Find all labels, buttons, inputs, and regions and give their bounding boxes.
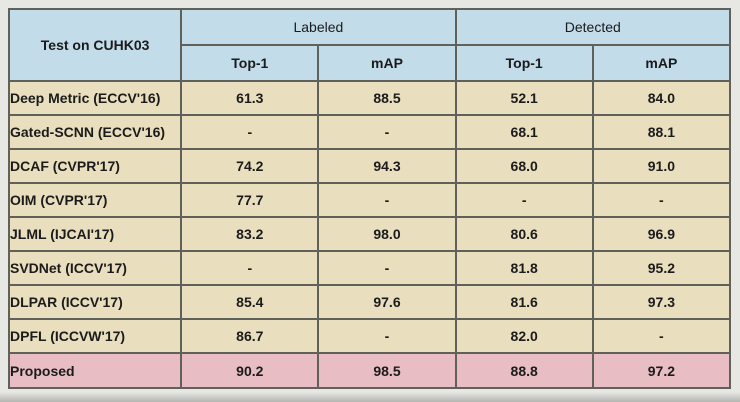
results-table: Test on CUHK03 Labeled Detected Top-1 mA… bbox=[7, 8, 732, 389]
value-cell: 74.2 bbox=[180, 148, 320, 184]
method-cell: DLPAR (ICCV'17) bbox=[7, 284, 183, 320]
value-cell: - bbox=[591, 182, 732, 218]
value-cell: 98.0 bbox=[317, 216, 457, 252]
method-cell: Deep Metric (ECCV'16) bbox=[7, 80, 183, 116]
method-cell: JLML (IJCAI'17) bbox=[7, 216, 183, 252]
value-cell: 94.3 bbox=[317, 148, 457, 184]
value-cell: 97.6 bbox=[317, 284, 457, 320]
table-row: DPFL (ICCVW'17) 86.7 - 82.0 - bbox=[7, 318, 732, 354]
method-cell: Proposed bbox=[7, 352, 183, 389]
value-cell: 85.4 bbox=[180, 284, 320, 320]
value-cell: 81.8 bbox=[454, 250, 594, 286]
value-cell: 90.2 bbox=[180, 352, 320, 389]
table-row: DCAF (CVPR'17) 74.2 94.3 68.0 91.0 bbox=[7, 148, 732, 184]
column-header-labeled-map: mAP bbox=[317, 44, 457, 82]
value-cell: 68.1 bbox=[454, 114, 594, 150]
value-cell: - bbox=[317, 250, 457, 286]
column-header-labeled-top1: Top-1 bbox=[180, 44, 320, 82]
method-cell: DPFL (ICCVW'17) bbox=[7, 318, 183, 354]
method-cell: OIM (CVPR'17) bbox=[7, 182, 183, 218]
table-row: DLPAR (ICCV'17) 85.4 97.6 81.6 97.3 bbox=[7, 284, 732, 320]
value-cell: 88.5 bbox=[317, 80, 457, 116]
value-cell: - bbox=[317, 114, 457, 150]
column-group-labeled: Labeled bbox=[180, 8, 457, 46]
value-cell: 81.6 bbox=[454, 284, 594, 320]
column-group-detected: Detected bbox=[454, 8, 732, 46]
value-cell: 91.0 bbox=[591, 148, 732, 184]
column-header-detected-map: mAP bbox=[591, 44, 732, 82]
value-cell: 84.0 bbox=[591, 80, 732, 116]
column-header-detected-top1: Top-1 bbox=[454, 44, 594, 82]
value-cell: 96.9 bbox=[591, 216, 732, 252]
table-row: Gated-SCNN (ECCV'16) - - 68.1 88.1 bbox=[7, 114, 732, 150]
value-cell: 86.7 bbox=[180, 318, 320, 354]
value-cell: - bbox=[180, 114, 320, 150]
table-row: JLML (IJCAI'17) 83.2 98.0 80.6 96.9 bbox=[7, 216, 732, 252]
value-cell: 88.8 bbox=[454, 352, 594, 389]
value-cell: - bbox=[317, 318, 457, 354]
value-cell: 80.6 bbox=[454, 216, 594, 252]
table-row: OIM (CVPR'17) 77.7 - - - bbox=[7, 182, 732, 218]
value-cell: 52.1 bbox=[454, 80, 594, 116]
table-row: SVDNet (ICCV'17) - - 81.8 95.2 bbox=[7, 250, 732, 286]
method-cell: Gated-SCNN (ECCV'16) bbox=[7, 114, 183, 150]
value-cell: 97.3 bbox=[591, 284, 732, 320]
value-cell: 88.1 bbox=[591, 114, 732, 150]
value-cell: 61.3 bbox=[180, 80, 320, 116]
header-group-row: Test on CUHK03 Labeled Detected bbox=[7, 8, 732, 82]
value-cell: - bbox=[454, 182, 594, 218]
value-cell: - bbox=[317, 182, 457, 218]
value-cell: - bbox=[591, 318, 732, 354]
header-subcolumn-row: Top-1 mAP Top-1 mAP bbox=[9, 44, 732, 82]
value-cell: 83.2 bbox=[180, 216, 320, 252]
value-cell: - bbox=[180, 250, 320, 286]
value-cell: 97.2 bbox=[591, 352, 732, 389]
value-cell: 98.5 bbox=[317, 352, 457, 389]
value-cell: 68.0 bbox=[454, 148, 594, 184]
method-cell: SVDNet (ICCV'17) bbox=[7, 250, 183, 286]
corner-header: Test on CUHK03 bbox=[7, 8, 183, 82]
table-row: Deep Metric (ECCV'16) 61.3 88.5 52.1 84.… bbox=[7, 80, 732, 116]
value-cell: 77.7 bbox=[180, 182, 320, 218]
value-cell: 95.2 bbox=[591, 250, 732, 286]
value-cell: 82.0 bbox=[454, 318, 594, 354]
table-row-proposed-highlighted: Proposed 90.2 98.5 88.8 97.2 bbox=[7, 352, 732, 389]
method-cell: DCAF (CVPR'17) bbox=[7, 148, 183, 184]
bottom-edge-shadow bbox=[0, 392, 740, 402]
